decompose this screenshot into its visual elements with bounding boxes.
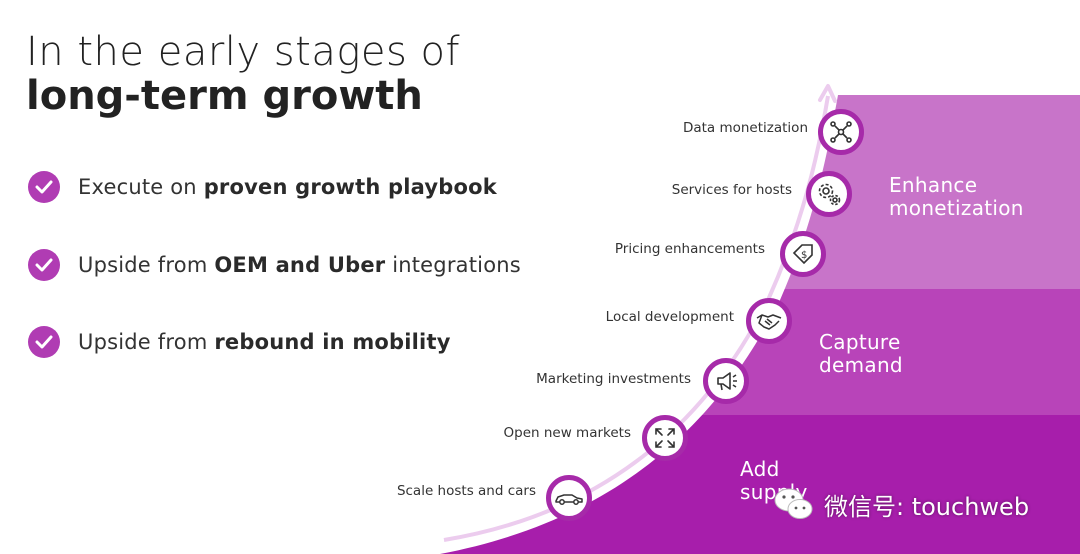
step-label-scale-hosts-and-cars: Scale hosts and cars xyxy=(396,483,536,499)
bullet-3-text: Upside from rebound in mobility xyxy=(78,330,451,354)
bullet-3-bold: rebound in mobility xyxy=(214,330,451,354)
expand-icon xyxy=(655,428,675,448)
stage-3-line-1: Add xyxy=(740,457,780,481)
title-line-2: long-term growth xyxy=(26,73,423,119)
step-node-pricing-enhancements: $ xyxy=(780,231,826,277)
price-tag-icon: $ xyxy=(792,244,813,265)
check-icon xyxy=(28,171,60,203)
bullet-2-prefix: Upside from xyxy=(78,253,215,277)
step-label-data-monetization: Data monetization xyxy=(682,120,808,136)
bullet-2-suffix: integrations xyxy=(385,253,521,277)
bullet-1-text: Execute on proven growth playbook xyxy=(78,175,497,199)
bullet-1-prefix: Execute on xyxy=(78,175,204,199)
check-icon xyxy=(28,326,60,358)
bullet-3-prefix: Upside from xyxy=(78,330,215,354)
bullet-1-bold: proven growth playbook xyxy=(203,175,497,199)
stage-capture-demand: Capture demand xyxy=(819,331,903,377)
step-node-data-monetization xyxy=(818,109,864,155)
step-node-scale-hosts-and-cars xyxy=(546,475,592,521)
bullet-2-bold: OEM and Uber xyxy=(214,253,386,277)
stage-1-line-2: monetization xyxy=(889,196,1024,220)
bullet-2-text: Upside from OEM and Uber integrations xyxy=(78,253,521,277)
step-label-marketing-investments: Marketing investments xyxy=(536,371,691,387)
growth-arrow-head xyxy=(818,84,837,103)
page-title: In the early stages of long-term growth xyxy=(26,30,460,118)
step-node-open-new-markets xyxy=(642,415,688,461)
handshake-icon xyxy=(756,314,782,330)
megaphone-icon xyxy=(717,372,737,391)
wechat-watermark: 微信号: touchweb xyxy=(772,484,1029,524)
svg-text:$: $ xyxy=(801,250,807,261)
step-label-pricing-enhancements: Pricing enhancements xyxy=(614,241,765,257)
gears-icon xyxy=(818,183,841,206)
step-label-local-development: Local development xyxy=(605,309,734,325)
stage-enhance-monetization: Enhance monetization xyxy=(889,174,1024,220)
check-icon xyxy=(28,249,60,281)
stage-2-line-1: Capture xyxy=(819,330,901,354)
step-node-local-development xyxy=(746,298,792,344)
stage-add-supply: Add supply xyxy=(740,458,808,504)
title-line-1: In the early stages of xyxy=(26,29,461,75)
bullet-3: Upside from rebound in mobility xyxy=(28,325,451,359)
stage-1-line-1: Enhance xyxy=(889,173,978,197)
bullet-2: Upside from OEM and Uber integrations xyxy=(28,248,521,282)
step-label-services-for-hosts: Services for hosts xyxy=(671,182,792,198)
wechat-icon xyxy=(772,484,816,524)
watermark-text: 微信号: touchweb xyxy=(824,492,1030,521)
car-icon xyxy=(555,494,583,505)
step-node-marketing-investments xyxy=(703,358,749,404)
bullet-1: Execute on proven growth playbook xyxy=(28,170,497,204)
step-label-open-new-markets: Open new markets xyxy=(503,425,632,441)
stage-2-line-2: demand xyxy=(819,353,903,377)
step-node-services-for-hosts xyxy=(806,171,852,217)
network-icon xyxy=(830,121,852,143)
